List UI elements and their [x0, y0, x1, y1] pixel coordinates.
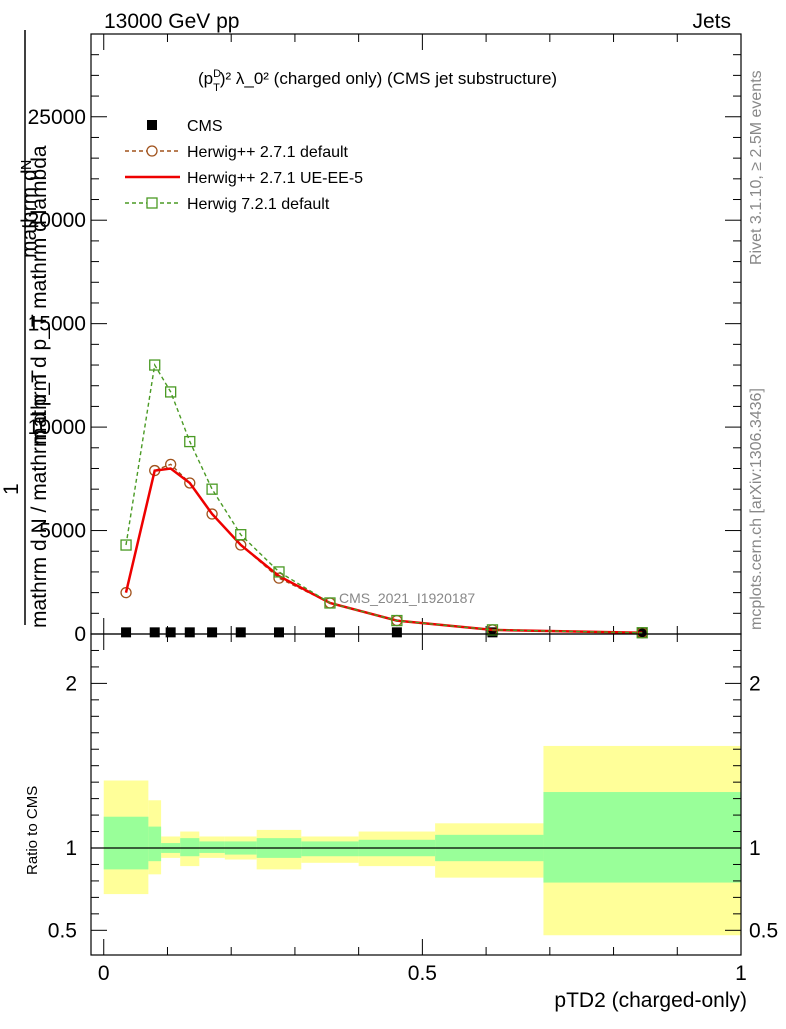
legend-marker-cms [147, 120, 157, 130]
herwig7-marker [391, 614, 403, 627]
cms-data-point [391, 627, 402, 638]
legend-entry-label: Herwig 7.2.1 default [187, 196, 330, 213]
ylabel-mid: mathrm d p_T mathrm d lambda [28, 145, 51, 445]
ratio-ytick-label-right: 2 [749, 672, 761, 695]
cms-data-point [235, 627, 246, 638]
main-series-layer [120, 359, 648, 639]
legend-marker-square [146, 197, 158, 209]
herwig-default-marker [184, 477, 196, 489]
cms-data-point [637, 627, 648, 638]
herwig7-marker [165, 386, 177, 398]
herwig7-marker [486, 624, 499, 636]
ratio-band-green [103, 816, 149, 870]
legend-entry-label: Herwig++ 2.7.1 default [187, 144, 349, 161]
main-ytick-label: 15000 [28, 313, 86, 336]
ratio-xlabel: pTD2 (charged-only) [554, 989, 747, 1012]
herwig7-marker [235, 529, 247, 541]
main-ytick-label: 5000 [39, 520, 86, 543]
legend: CMS Herwig++ 2.7.1 default Herwig++ 2.7.1 … [125, 118, 363, 213]
ratio-ylabel: Ratio to CMS [24, 786, 41, 875]
header-jets-label: Jets [692, 10, 731, 33]
ratio-band-green [301, 841, 359, 857]
herwig-default-marker [206, 508, 218, 520]
ratio-xtick-label: 0 [98, 962, 110, 985]
main-ytick-label: 10000 [28, 416, 86, 439]
analysis-watermark: CMS_2021_I1920187 [339, 590, 475, 606]
ratio-ytick-label-right: 1 [749, 837, 761, 860]
ratio-band-green [199, 841, 225, 853]
cms-data-point [149, 627, 160, 638]
ratio-ytick-label-left: 2 [65, 672, 77, 695]
cms-data-point [165, 627, 176, 638]
herwig7-marker [206, 483, 218, 495]
series-line-1 [125, 463, 643, 634]
ratio-band-green [180, 838, 200, 857]
mcplots-label: mcplots.cern.ch [arXiv:1306.3436] [748, 388, 765, 630]
herwig7-marker [184, 435, 196, 448]
ratio-xtick-label: 1 [735, 962, 747, 985]
ylabel-num: 1 [0, 483, 23, 495]
cms-data-point [207, 627, 218, 638]
ratio-panel: 0.5 0.51 12 20 0.5 1 [48, 633, 778, 985]
ratio-ytick-label-right: 0.5 [749, 919, 778, 942]
cms-data-point [121, 627, 132, 638]
cms-data-point [324, 627, 335, 638]
series-line-3 [125, 362, 643, 634]
ratio-band-green [148, 826, 162, 862]
ratio-xtick-label: 0.5 [408, 962, 437, 985]
legend-marker-circle [146, 145, 158, 157]
cms-data-point [273, 627, 284, 638]
legend-entry-label: Herwig++ 2.7.1 UE-EE-5 [187, 170, 363, 187]
main-ytick-label: 20000 [28, 209, 86, 232]
ratio-band-green [543, 792, 741, 883]
herwig7-marker [273, 566, 285, 578]
ylabel-top: mathrm dᴺ [18, 160, 41, 258]
main-title: (pD T)² λ_0² (charged only) (CMS jet subs… [198, 68, 557, 94]
cms-data-point [487, 627, 498, 638]
rivet-version-label: Rivet 3.1.10, ≥ 2.5M events [748, 70, 765, 265]
header-energy-label: 13000 GeV pp [104, 10, 239, 33]
main-ylabel: mathrm dᴺ mathrm d p_T mathrm d lambda 1… [0, 30, 51, 628]
ylabel-den: mathrm d N / mathrm d p_T [28, 370, 51, 628]
main-ytick-label: 0 [74, 623, 86, 646]
main-ytick-label: 25000 [28, 106, 86, 129]
herwig7-marker [636, 627, 648, 639]
ratio-ytick-label-left: 1 [65, 837, 77, 860]
legend-entry-label: CMS [187, 118, 223, 135]
ratio-frame [90, 633, 742, 956]
series-line-2 [124, 467, 643, 635]
herwig7-marker [120, 539, 132, 551]
herwig7-marker [324, 597, 336, 609]
ratio-ytick-label-left: 0.5 [48, 919, 77, 942]
herwig7-marker [149, 359, 161, 371]
cms-data-point [184, 627, 195, 638]
